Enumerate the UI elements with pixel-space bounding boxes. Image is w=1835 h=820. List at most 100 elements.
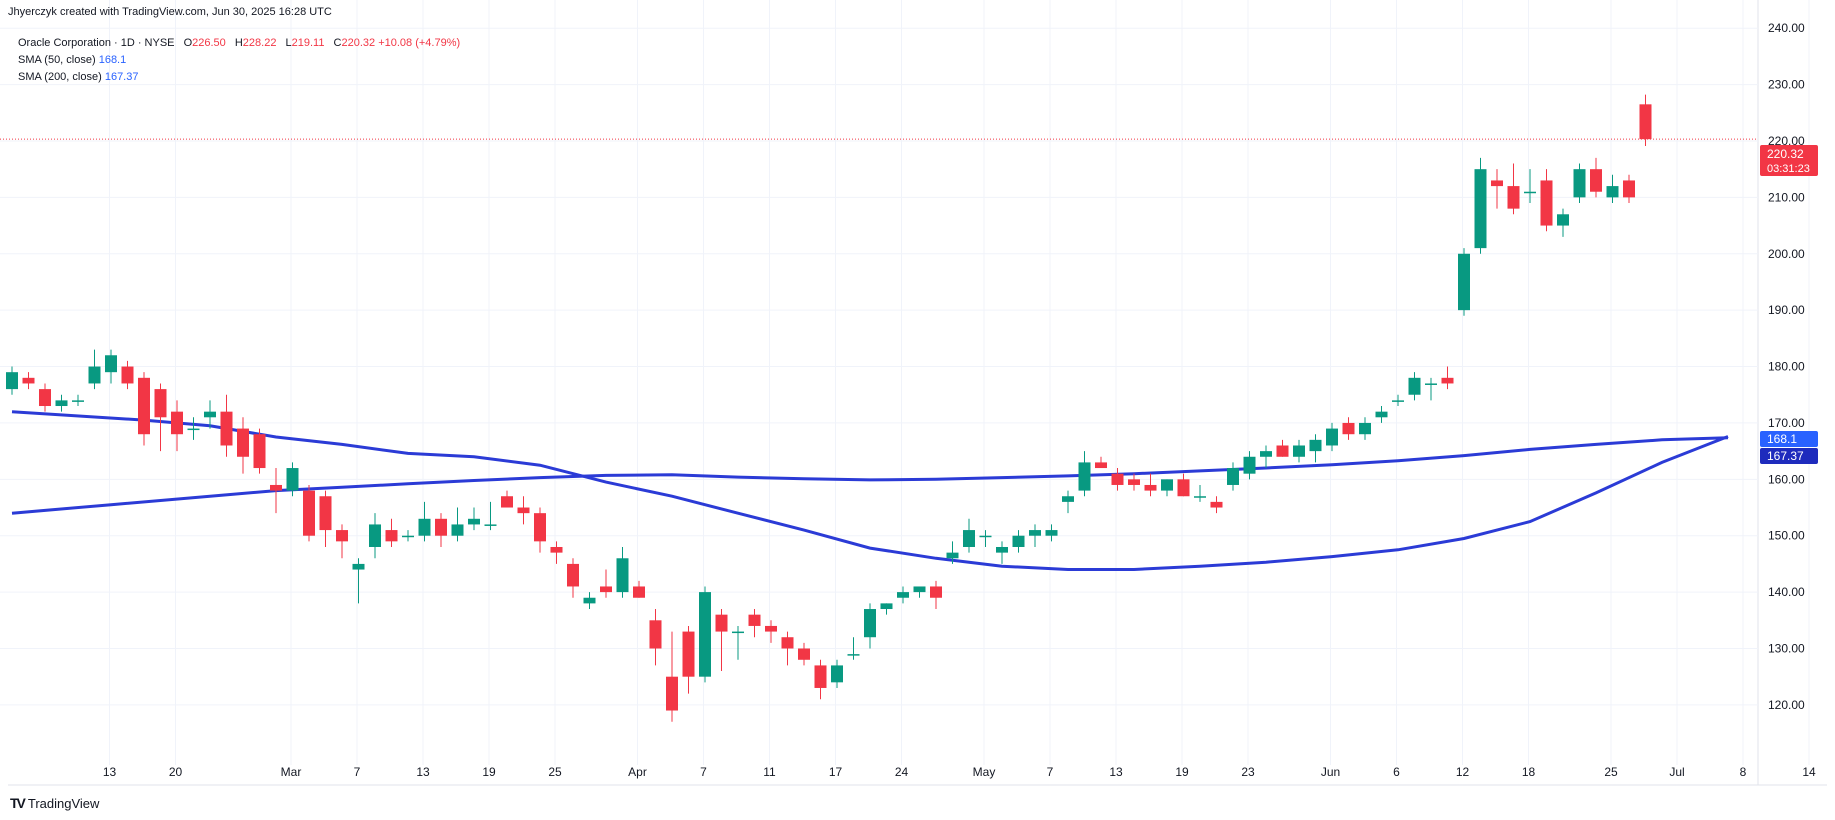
legend-c-value: 220.32 (341, 37, 376, 49)
time-tick-label: Jun (1321, 765, 1340, 779)
candle-body (682, 631, 695, 677)
candle-body (831, 665, 843, 683)
candle-body (1441, 377, 1454, 384)
candle-body (22, 377, 35, 384)
tradingview-logo-text: TradingView (27, 795, 100, 811)
sma200-badge-value: 167.37 (1767, 449, 1804, 463)
candle-body (6, 372, 18, 390)
legend-sma200-value: 167.37 (104, 71, 139, 83)
candle-body (1474, 169, 1487, 249)
candle-body (1243, 456, 1256, 474)
candle-body (732, 631, 744, 634)
candle-body (319, 496, 332, 531)
candle-body (1326, 428, 1338, 446)
candle-body (748, 614, 761, 626)
candle-body (1425, 383, 1437, 385)
candle-body (1128, 479, 1140, 485)
candle-body (847, 654, 860, 656)
candle-body (1111, 473, 1124, 485)
candle-body (1210, 501, 1223, 508)
candle-body (814, 665, 827, 688)
price-tick-label: 140.00 (1768, 585, 1805, 599)
candle-body (996, 546, 1008, 553)
time-tick-label: 19 (1175, 765, 1189, 779)
candle-body (1276, 445, 1289, 457)
candle-body (1524, 191, 1536, 194)
candle-body (946, 552, 959, 559)
candle-body (1458, 253, 1470, 311)
legend-o-label: O (183, 37, 193, 49)
candle-body (880, 603, 893, 610)
price-tick-label: 240.00 (1768, 21, 1805, 35)
candle-body (616, 558, 629, 593)
time-tick-label: 13 (1109, 765, 1123, 779)
time-tick-label: 25 (548, 765, 562, 779)
price-axis[interactable]: 120.00 130.00 140.00 150.00 160.00 170.00 180.… (1768, 21, 1805, 712)
candle-body (1177, 479, 1190, 497)
legend-h-label: H (234, 37, 243, 49)
candle-body (39, 389, 51, 407)
candlesticks (6, 94, 1652, 722)
candle-body (699, 592, 711, 677)
legend-change: +10.08 (+4.79%) (378, 37, 461, 49)
candle-body (1095, 462, 1107, 469)
candle-body (72, 400, 84, 402)
candle-body (303, 490, 315, 536)
candle-body (1029, 530, 1041, 536)
candle-body (1540, 180, 1553, 226)
price-tick-label: 150.00 (1768, 529, 1805, 543)
candle-body (1408, 377, 1421, 395)
candle-body (633, 586, 645, 598)
tradingview-logo[interactable]: TV TradingView (10, 795, 99, 811)
candle-body (864, 609, 876, 638)
price-badge (1760, 145, 1818, 176)
candle-body (220, 411, 233, 446)
candle-body (204, 411, 216, 418)
candle-body (1293, 445, 1305, 457)
time-tick-label: 14 (1802, 765, 1816, 779)
candle-body (1227, 468, 1239, 485)
candle-body (369, 524, 381, 547)
candle-body (253, 434, 266, 469)
candle-body (798, 648, 810, 660)
sma50-line (11, 410, 1729, 571)
legend-sma50-value: 168.1 (98, 54, 127, 66)
candle-body (1606, 186, 1619, 198)
candle-body (1623, 180, 1635, 198)
price-tick-label: 170.00 (1768, 416, 1805, 430)
candle-body (1557, 214, 1569, 226)
price-tick-label: 230.00 (1768, 78, 1805, 92)
time-tick-label: 11 (763, 765, 776, 779)
candle-body (913, 586, 926, 593)
time-tick-label: 7 (1047, 765, 1054, 779)
candle-body (600, 586, 612, 593)
sma50-badge (1760, 431, 1818, 447)
price-badge-value: 220.32 (1767, 147, 1804, 161)
legend-o-value: 226.50 (192, 37, 226, 49)
candle-body (402, 535, 414, 538)
candle-body (1012, 535, 1025, 547)
candle-body (1309, 439, 1322, 452)
price-tick-label: 210.00 (1768, 190, 1805, 204)
time-axis[interactable]: 13 20 Mar 7 13 19 25 Apr 7 11 17 24 May 7 13 19 23 Jun 6 12… (103, 765, 1816, 779)
candle-body (534, 513, 546, 542)
candle-body (1062, 496, 1074, 502)
candle-body (1375, 411, 1388, 418)
legend-sma200[interactable]: SMA (200, close) 167.37 (18, 69, 460, 86)
candle-body (352, 563, 365, 570)
candle-body (385, 530, 398, 542)
legend-l-label: L (285, 37, 292, 49)
legend-sma50[interactable]: SMA (50, close) 168.1 (18, 52, 460, 69)
legend-symbol[interactable]: Oracle Corporation · 1D · NYSE (18, 37, 175, 49)
price-tick-label: 120.00 (1768, 698, 1805, 712)
time-tick-label: 25 (1604, 765, 1618, 779)
time-tick-label: 19 (482, 765, 496, 779)
candle-body (930, 586, 942, 598)
price-badge-countdown: 03:31:23 (1767, 163, 1810, 175)
candle-body (484, 524, 497, 526)
candle-body (418, 518, 431, 536)
time-tick-label: 20 (169, 765, 183, 779)
candle-body (286, 468, 299, 491)
